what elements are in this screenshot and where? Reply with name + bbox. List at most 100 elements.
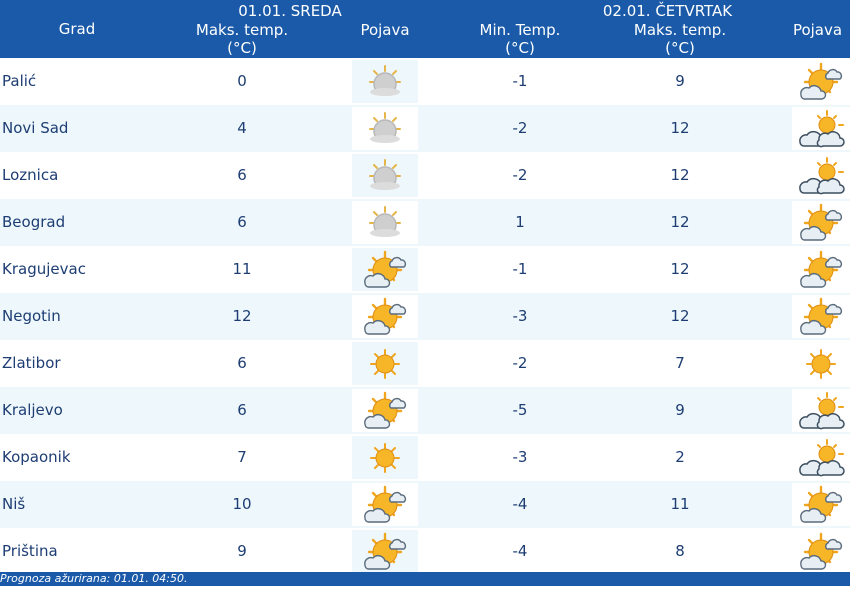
city-name[interactable]: Kopaonik (2, 448, 71, 466)
partly-cloudy-icon (792, 107, 850, 150)
header-day2-min-unit: (°C) (505, 39, 535, 57)
day2-min-temp: -3 (512, 448, 528, 466)
header-day2-max-unit: (°C) (665, 39, 695, 57)
day2-max-temp: 7 (675, 354, 685, 372)
sunny-cloud-icon (352, 483, 418, 526)
table-row: Negotin 12 -3 12 (0, 293, 850, 340)
day1-weather-cell (352, 60, 418, 103)
header-city: Grad (58, 20, 96, 38)
day2-max-temp: 12 (670, 166, 690, 184)
day2-max-temp: 2 (675, 448, 685, 466)
city-name[interactable]: Novi Sad (2, 119, 69, 137)
day2-min-temp: -5 (512, 401, 528, 419)
day2-weather-cell (792, 436, 850, 479)
overcast-sun-icon (352, 154, 418, 197)
city-name[interactable]: Kragujevac (2, 260, 86, 278)
header-day2-min-label: Min. Temp. (479, 21, 561, 39)
sunny-cloud-icon (792, 201, 850, 244)
day2-min-temp: -3 (512, 307, 528, 325)
day1-max-temp: 11 (232, 260, 252, 278)
header-day1-title: 01.01. SREDA (238, 2, 342, 20)
table-row: Niš 10 -4 11 (0, 481, 850, 528)
table-row: Kopaonik 7 -3 2 (0, 434, 850, 481)
day2-weather-cell (792, 154, 850, 197)
day1-weather-cell (352, 248, 418, 291)
day1-weather-cell (352, 389, 418, 432)
header-day2-min: Min. Temp. (°C) (460, 21, 580, 57)
city-name[interactable]: Loznica (2, 166, 59, 184)
sunny-cloud-icon (352, 248, 418, 291)
day1-max-temp: 7 (237, 448, 247, 466)
day1-weather-cell (352, 295, 418, 338)
city-name[interactable]: Palić (2, 72, 37, 90)
footer-updated: Prognoza ažurirana: 01.01. 04:50. (0, 572, 850, 586)
day1-max-temp: 6 (237, 213, 247, 231)
table-row: Beograd 6 1 12 (0, 199, 850, 246)
day1-max-temp: 6 (237, 166, 247, 184)
day1-weather-cell (352, 107, 418, 150)
sunny-cloud-icon (792, 60, 850, 103)
day1-weather-cell (352, 530, 418, 573)
sunny-cloud-icon (792, 483, 850, 526)
day2-min-temp: 1 (515, 213, 525, 231)
header-day2-title: 02.01. ČETVRTAK (602, 2, 733, 20)
day2-min-temp: -2 (512, 119, 528, 137)
sun-icon (792, 342, 850, 385)
day2-min-temp: -2 (512, 166, 528, 184)
sunny-cloud-icon (792, 530, 850, 573)
day2-max-temp: 12 (670, 260, 690, 278)
city-name[interactable]: Negotin (2, 307, 61, 325)
header-day1-phenomenon: Pojava (360, 21, 410, 39)
day2-min-temp: -4 (512, 495, 528, 513)
day1-max-temp: 4 (237, 119, 247, 137)
table-row: Zlatibor 6 -2 7 (0, 340, 850, 387)
sun-icon (352, 436, 418, 479)
day2-max-temp: 12 (670, 213, 690, 231)
day2-weather-cell (792, 60, 850, 103)
day1-weather-cell (352, 483, 418, 526)
city-name[interactable]: Priština (2, 542, 58, 560)
day2-min-temp: -4 (512, 542, 528, 560)
day2-weather-cell (792, 342, 850, 385)
header-day2-phenomenon: Pojava (792, 21, 843, 39)
day2-max-temp: 12 (670, 307, 690, 325)
day2-weather-cell (792, 530, 850, 573)
overcast-sun-icon (352, 60, 418, 103)
table-row: Novi Sad 4 -2 12 (0, 105, 850, 152)
day2-weather-cell (792, 295, 850, 338)
city-name[interactable]: Niš (2, 495, 26, 513)
day1-max-temp: 9 (237, 542, 247, 560)
day2-weather-cell (792, 107, 850, 150)
header-day2-max: Maks. temp. (°C) (618, 21, 742, 57)
day2-weather-cell (792, 248, 850, 291)
overcast-sun-icon (352, 107, 418, 150)
table-row: Priština 9 -4 8 (0, 528, 850, 575)
day2-min-temp: -2 (512, 354, 528, 372)
day2-min-temp: -1 (512, 72, 528, 90)
day2-max-temp: 9 (675, 72, 685, 90)
table-row: Kragujevac 11 -1 12 (0, 246, 850, 293)
partly-cloudy-icon (792, 389, 850, 432)
partly-cloudy-icon (792, 154, 850, 197)
city-name[interactable]: Beograd (2, 213, 66, 231)
day1-weather-cell (352, 342, 418, 385)
day2-max-temp: 11 (670, 495, 690, 513)
sunny-cloud-icon (352, 295, 418, 338)
city-name[interactable]: Kraljevo (2, 401, 63, 419)
sunny-cloud-icon (792, 295, 850, 338)
day1-weather-cell (352, 201, 418, 244)
overcast-sun-icon (352, 201, 418, 244)
table-body: Palić 0 -1 9 Novi Sad 4 -2 12 Loznica 6 -2 12 Beogra… (0, 58, 850, 575)
day1-max-temp: 0 (237, 72, 247, 90)
day2-min-temp: -1 (512, 260, 528, 278)
day2-weather-cell (792, 201, 850, 244)
city-name[interactable]: Zlatibor (2, 354, 61, 372)
table-row: Palić 0 -1 9 (0, 58, 850, 105)
sunny-cloud-icon (352, 530, 418, 573)
day2-max-temp: 12 (670, 119, 690, 137)
day2-weather-cell (792, 389, 850, 432)
day1-max-temp: 12 (232, 307, 252, 325)
header-day1-max: Maks. temp. (°C) (180, 21, 304, 57)
day1-weather-cell (352, 154, 418, 197)
